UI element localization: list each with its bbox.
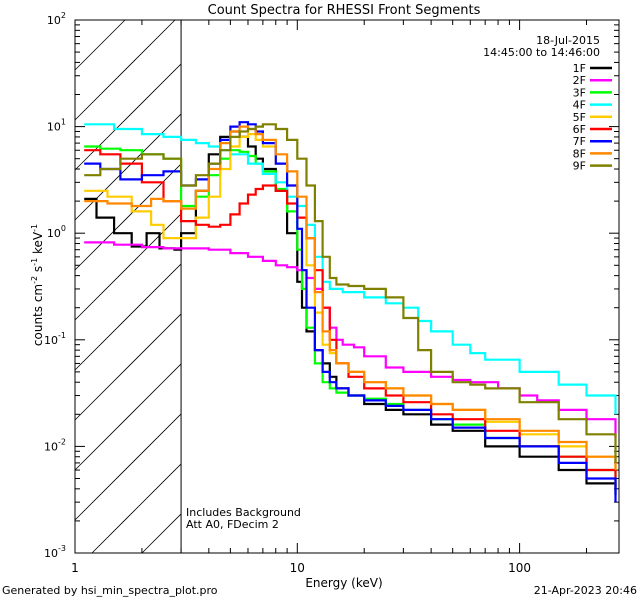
x-axis-label: Energy (keV) — [305, 576, 382, 590]
y-tick-label: 102 — [47, 11, 66, 27]
hatch-line — [74, 263, 182, 371]
plot-frame — [74, 19, 620, 554]
legend-label-4F: 4F — [573, 99, 586, 112]
time-range-label: 14:45:00 to 14:46:00 — [483, 46, 600, 59]
legend-label-8F: 8F — [573, 147, 586, 160]
hatched-region — [74, 19, 182, 554]
series-line-2F — [84, 241, 617, 438]
annotation-background: Includes Background — [186, 506, 301, 519]
hatch-line — [74, 113, 182, 221]
hatch-line — [74, 363, 182, 471]
hatch-line — [74, 63, 182, 171]
y-tick-label: 101 — [47, 118, 66, 134]
y-tick-label: 10-2 — [44, 437, 66, 453]
legend-label-7F: 7F — [573, 135, 586, 148]
hatch-line — [74, 313, 182, 421]
hatch-line — [74, 413, 182, 521]
date-label: 18-Jul-2015 — [536, 34, 600, 47]
hatch-line — [74, 19, 176, 121]
annotation-attenuator: Att A0, FDecim 2 — [186, 518, 279, 531]
series-line-7F — [84, 121, 617, 503]
chart-title: Count Spectra for RHESSI Front Segments — [208, 3, 481, 18]
hatch-line — [74, 213, 182, 321]
legend-label-5F: 5F — [573, 111, 586, 124]
legend-label-2F: 2F — [573, 74, 586, 87]
footer-date: 21-Apr-2023 20:46 — [534, 584, 637, 597]
hatch-line — [74, 19, 126, 71]
legend-label-3F: 3F — [573, 86, 586, 99]
series-lines — [84, 121, 617, 503]
legend-label-1F: 1F — [573, 62, 586, 75]
legend-label-6F: 6F — [573, 123, 586, 136]
x-tick-label: 1 — [71, 561, 79, 575]
y-tick-label: 100 — [47, 224, 66, 240]
y-tick-label: 10-1 — [44, 331, 66, 347]
series-line-8F — [84, 125, 617, 470]
y-tick-labels: 10-3 10-2 10-1 100 101 102 — [44, 11, 66, 560]
hatch-line — [141, 513, 182, 554]
legend-label-9F: 9F — [573, 160, 586, 173]
series-line-9F — [84, 123, 617, 463]
y-axis-label: counts cm-2 s-1 keV-1 — [30, 224, 45, 346]
hatch-line — [91, 463, 182, 554]
footer-generated: Generated by hsi_min_spectra_plot.pro — [2, 584, 218, 597]
x-tick-label: 10 — [290, 561, 305, 575]
axis-ticks — [74, 19, 619, 554]
y-tick-label: 10-3 — [44, 544, 66, 560]
x-tick-labels: 1 10 100 — [71, 561, 531, 575]
x-tick-label: 100 — [508, 561, 531, 575]
